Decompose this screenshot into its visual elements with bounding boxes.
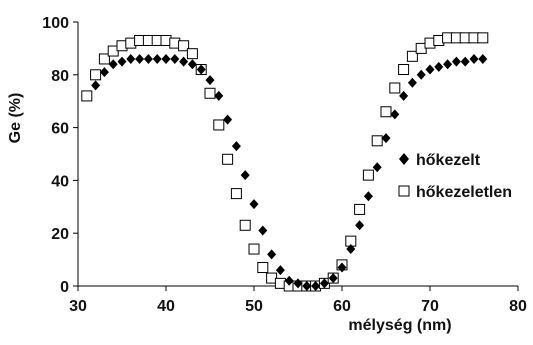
diamond-point [328,273,338,284]
diamond-point [311,281,321,291]
diamond-point [214,90,224,101]
diamond-point [126,53,136,64]
diamond-point [416,69,426,80]
square-point [362,169,374,181]
legend-marker-square [398,185,410,197]
y-tick-label: 80 [51,68,69,85]
diamond-point [434,61,444,72]
square-point [90,69,102,81]
diamond-point [355,220,365,231]
diamond-point [275,265,285,276]
square-point [230,188,242,200]
x-axis-label: mélység (nm) [348,317,451,334]
square-point [222,153,234,165]
y-tick-label: 40 [51,173,69,190]
diamond-point [372,162,382,173]
diamond-point [302,281,312,291]
x-tick-label: 60 [333,298,351,315]
diamond-point [390,109,400,120]
y-tick-label: 0 [60,279,69,296]
diamond-point [196,64,206,75]
diamond-point [117,56,127,67]
square-point [406,50,418,62]
diamond-point [399,90,409,101]
diamond-point [319,278,329,289]
x-tick-label: 70 [421,298,439,315]
diamond-point [293,278,303,289]
legend-label-hokezeletlen: hőkezeletlen [416,184,512,201]
series-layer [81,32,489,292]
legend-item-hokezelt: hőkezelt [399,152,481,169]
x-tick-label: 40 [157,298,175,315]
square-point [248,243,260,255]
diamond-point [478,53,488,64]
diamond-point [249,199,259,210]
tick-labels: 30 40 50 60 70 80 0 20 40 60 80 100 [42,15,527,315]
x-tick-label: 80 [509,298,527,315]
square-point [354,203,366,215]
square-point [239,219,251,231]
legend-label-hokezelt: hőkezelt [416,152,481,169]
diamond-point [381,133,391,144]
diamond-point [108,59,118,70]
legend: hőkezelt hőkezeletlen [398,152,512,201]
diamond-point [99,67,109,78]
diamond-point [469,53,479,64]
square-point [98,53,110,65]
square-point [81,90,93,102]
square-point [204,87,216,99]
square-point [371,135,383,147]
square-point [398,64,410,76]
y-tick-label: 20 [51,226,69,243]
diamond-point [460,56,470,67]
x-tick-label: 30 [69,298,87,315]
diamond-point [170,53,180,64]
diamond-point [443,59,453,70]
diamond-point [346,244,356,255]
diamond-point [231,141,241,152]
diamond-point [161,53,171,64]
diamond-point [425,64,435,75]
diamond-point [135,53,145,64]
diamond-point [205,75,215,86]
square-point [389,82,401,94]
square-point [186,48,198,60]
legend-marker-diamond [399,153,409,165]
diamond-point [91,80,101,91]
diamond-point [187,59,197,70]
diamond-point [407,77,417,88]
legend-item-hokezeletlen: hőkezeletlen [398,184,512,201]
diamond-point [152,53,162,64]
square-point [380,106,392,118]
diamond-point [240,170,250,181]
diamond-point [258,225,268,236]
series-0 [91,53,488,291]
ticks [73,21,519,291]
diamond-point [337,262,347,273]
diamond-point [143,53,153,64]
square-point [213,119,225,131]
square-point [178,40,190,52]
diamond-point [267,249,277,260]
diamond-point [363,191,373,202]
diamond-point [223,114,233,125]
y-tick-label: 60 [51,121,69,138]
diamond-point [284,275,294,286]
square-point [477,32,489,44]
square-point [257,262,269,274]
diamond-point [451,56,461,67]
y-tick-label: 100 [42,15,69,32]
diamond-point [179,56,189,67]
y-axis-label: Ge (%) [7,93,24,144]
x-tick-label: 50 [245,298,263,315]
